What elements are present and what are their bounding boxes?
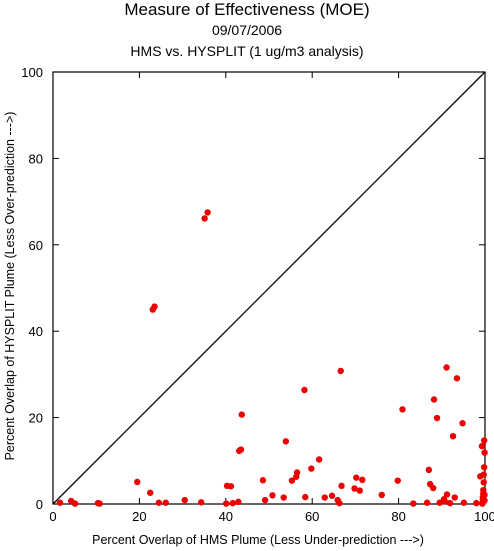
- data-point: [328, 492, 336, 499]
- data-point: [473, 499, 480, 507]
- data-point: [223, 500, 230, 507]
- data-point: [336, 499, 343, 507]
- diagonal-reference: [52, 71, 486, 505]
- data-points: [56, 209, 488, 507]
- data-point: [229, 499, 236, 507]
- y-tick-label: 80: [29, 151, 43, 166]
- x-tick-label: 80: [391, 509, 405, 524]
- data-point: [436, 499, 443, 506]
- data-point: [399, 406, 406, 413]
- data-point: [204, 209, 211, 216]
- data-point: [71, 500, 79, 507]
- data-point: [481, 491, 488, 499]
- data-point: [480, 437, 488, 444]
- x-tick-label: 60: [305, 509, 319, 524]
- y-axis-label: Percent Overlap of HYSPLIT Plume (Less O…: [3, 112, 17, 461]
- plot-area: [52, 71, 486, 505]
- data-point: [353, 474, 360, 481]
- x-axis-label: Percent Overlap of HMS Plume (Less Under…: [92, 533, 424, 547]
- data-point: [429, 484, 437, 492]
- data-point: [423, 499, 431, 506]
- data-point: [478, 442, 486, 450]
- data-point: [162, 499, 169, 506]
- data-point: [280, 494, 287, 501]
- data-point: [321, 494, 328, 501]
- data-point: [359, 476, 366, 484]
- data-point: [410, 500, 417, 507]
- x-tick-label: 40: [219, 509, 233, 524]
- data-point: [443, 364, 450, 371]
- data-point: [480, 479, 487, 486]
- data-point: [394, 477, 401, 484]
- x-tick-label: 20: [132, 509, 146, 524]
- data-point: [460, 499, 468, 506]
- data-point: [356, 487, 363, 494]
- diagonal-line: [52, 71, 486, 505]
- data-point: [134, 478, 141, 486]
- data-point: [181, 496, 188, 504]
- data-point: [56, 499, 64, 506]
- data-point: [337, 367, 344, 375]
- data-point: [227, 483, 235, 490]
- data-point: [269, 492, 276, 499]
- data-point: [288, 477, 296, 484]
- y-tick-label: 0: [36, 497, 43, 512]
- y-tick-label: 60: [29, 238, 43, 253]
- x-tick-label: 0: [49, 509, 56, 524]
- data-point: [147, 489, 154, 496]
- data-point: [425, 466, 433, 474]
- data-point: [301, 386, 308, 394]
- data-point: [201, 215, 208, 222]
- data-point: [282, 438, 290, 445]
- data-point: [433, 414, 441, 422]
- data-point: [378, 491, 385, 499]
- data-point: [480, 471, 487, 478]
- data-point: [235, 498, 242, 506]
- data-point: [338, 482, 345, 490]
- data-point: [238, 411, 245, 418]
- data-point: [151, 303, 158, 310]
- data-point: [155, 499, 163, 506]
- data-point: [237, 446, 245, 453]
- data-point: [96, 500, 103, 507]
- data-point: [481, 449, 488, 456]
- data-point: [430, 396, 438, 403]
- data-point: [449, 432, 457, 440]
- data-point: [293, 469, 301, 476]
- y-tick-label: 40: [29, 324, 43, 339]
- data-point: [480, 464, 488, 471]
- data-point: [443, 491, 451, 498]
- data-point: [351, 485, 358, 492]
- plot-border: [52, 71, 486, 505]
- y-tick-label: 100: [21, 65, 43, 80]
- data-point: [302, 493, 309, 501]
- data-point: [308, 465, 315, 472]
- data-point: [261, 496, 269, 504]
- chart-subtitle: HMS vs. HYSPLIT (1 ug/m3 analysis): [130, 43, 364, 59]
- x-tick-label: 100: [474, 509, 494, 524]
- data-point: [315, 456, 323, 463]
- data-point: [446, 499, 454, 507]
- data-point: [441, 498, 449, 505]
- data-point: [459, 420, 466, 427]
- data-point: [481, 497, 488, 504]
- data-point: [451, 494, 458, 501]
- chart-date: 09/07/2006: [211, 22, 283, 38]
- data-point: [197, 499, 205, 506]
- data-point: [259, 477, 267, 484]
- data-point: [453, 375, 461, 382]
- y-tick-label: 20: [29, 411, 43, 426]
- chart-title: Measure of Effectiveness (MOE): [124, 0, 370, 19]
